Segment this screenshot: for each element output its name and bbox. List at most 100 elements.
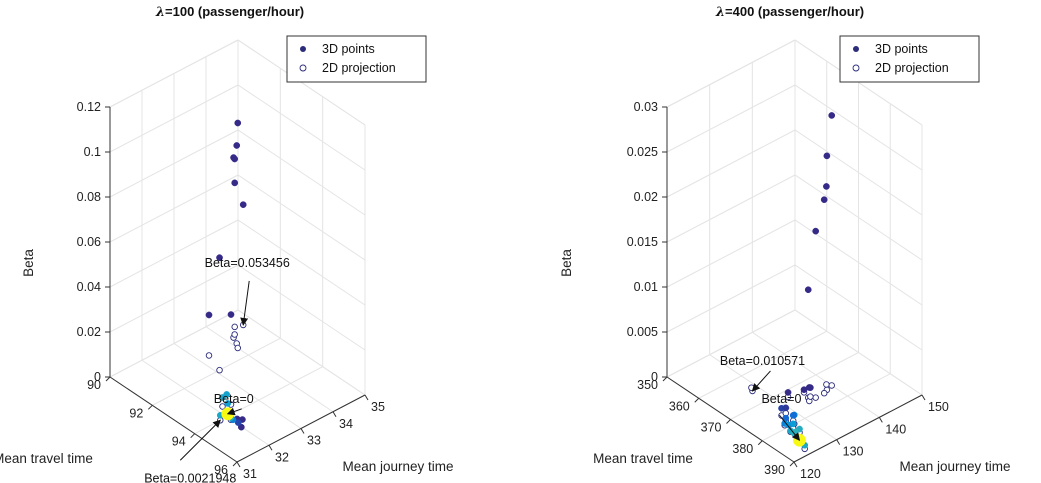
legend-label-3d: 3D points [875, 42, 928, 56]
chart-panel-lambda-100: 31 32 33 34 35 90 92 94 96 0 0.02 0.04 0.06 0.08 0.1 0.… [0, 4, 454, 483]
y-tick-label: 370 [701, 421, 722, 435]
projection-point [828, 382, 835, 389]
data-point [233, 142, 241, 149]
x-tick-label: 150 [928, 400, 949, 414]
data-point [227, 311, 235, 318]
data-point [205, 311, 213, 319]
x-tick-mark [268, 444, 273, 451]
z-tick-label: 0.04 [77, 280, 101, 294]
data-point [237, 423, 245, 431]
data-point [823, 152, 831, 160]
x-tick-label: 32 [275, 450, 289, 464]
legend-marker-2d [852, 64, 860, 72]
annotation-label: Beta=0 [214, 392, 254, 406]
grid-lines [666, 39, 923, 463]
x-tick-label: 140 [885, 422, 906, 436]
pane-border [109, 39, 239, 108]
y-tick-mark [232, 461, 238, 467]
y-tick-mark [662, 376, 668, 382]
annotations: Beta=0 Beta=0.010571 [720, 354, 805, 441]
z-tick-label: 0.02 [77, 325, 101, 339]
data-point [820, 196, 828, 204]
annotation-arrow [226, 407, 242, 416]
x-axis-label: Mean journey time [899, 459, 1010, 474]
y-tick-label: 390 [764, 463, 785, 477]
series-3d-points [778, 112, 836, 449]
data-point [828, 112, 836, 119]
data-point [216, 254, 223, 262]
x-axis-label: Mean journey time [342, 459, 453, 474]
gridline-y-floor [698, 330, 827, 399]
z-tick-label: 0.01 [634, 280, 658, 294]
data-point [789, 412, 797, 419]
x-tick-label: 34 [339, 417, 353, 431]
x-axis-line [793, 394, 923, 463]
gridline-x-floor [205, 326, 334, 413]
y-tick-mark [789, 461, 795, 467]
gridline-z-wall [666, 309, 923, 396]
annotation-label: Beta=0.053456 [205, 256, 290, 270]
y-tick-mark [726, 419, 731, 424]
tick-labels: 31 32 33 34 35 90 92 94 96 0 0.02 0.04 0.06 0.08 0.1 0.… [77, 100, 385, 481]
z-tick-label: 0 [94, 370, 101, 384]
legend-box [839, 35, 980, 83]
projection-point [216, 366, 223, 374]
annotation-arrow [179, 419, 221, 461]
y-tick-label: 360 [669, 399, 690, 413]
x-tick-label: 120 [800, 467, 821, 481]
annotation-label: Beta=0 [761, 392, 801, 406]
legend-label-2d: 2D projection [875, 61, 949, 75]
y-tick-mark [147, 404, 153, 410]
z-tick-label: 0.06 [77, 235, 101, 249]
legend: 3D points 2D projection [286, 35, 427, 83]
x-tick-mark [332, 411, 337, 418]
x-tick-mark [236, 461, 241, 468]
data-point [784, 389, 792, 396]
x-tick-mark [921, 394, 926, 401]
y-axis-label: Mean travel time [593, 451, 693, 466]
series-3d-points [205, 119, 247, 431]
data-point [231, 179, 239, 187]
projection-point [823, 381, 830, 388]
z-tick-label: 0.005 [627, 325, 658, 339]
annotation-label: Beta=0.0021948 [144, 471, 236, 483]
z-tick-label: 0.025 [627, 145, 658, 159]
x-tick-mark [836, 439, 841, 445]
annotation-arrow [779, 414, 801, 441]
y-tick-mark [757, 440, 763, 446]
data-point [823, 183, 830, 190]
data-point [231, 155, 238, 163]
data-point [224, 400, 232, 407]
z-tick-label: 0.08 [77, 190, 101, 204]
data-point [782, 404, 790, 412]
projection-point [205, 352, 213, 359]
legend-label-3d: 3D points [322, 42, 375, 56]
chart-title: λ=100 (passenger/hour) [155, 4, 304, 20]
gridline-y-floor [730, 352, 859, 420]
data-point [804, 286, 812, 294]
z-tick-label: 0.02 [634, 190, 658, 204]
x-tick-label: 130 [843, 445, 864, 459]
annotation-arrow [751, 370, 771, 392]
x-tick-label: 33 [307, 434, 321, 448]
annotation-label: Beta=0.010571 [720, 354, 805, 368]
z-axis-label: Beta [21, 249, 36, 277]
data-point [239, 201, 247, 209]
data-point [800, 386, 808, 394]
gridline-x-floor [141, 359, 270, 446]
projection-point [820, 389, 828, 397]
chart-panel-lambda-400: 120 130 140 150 350 360 370 380 390 0 0.005 0.01 0.0… [559, 4, 1011, 481]
x-tick-mark [364, 394, 369, 401]
x-tick-label: 31 [243, 467, 257, 481]
data-point [234, 419, 242, 426]
projection-point [807, 393, 814, 400]
projection-point [234, 344, 241, 352]
y-tick-label: 92 [129, 406, 143, 420]
y-tick-label: 380 [732, 442, 753, 456]
x-tick-mark [793, 461, 798, 468]
pane-border [666, 39, 796, 108]
grid-lines [109, 39, 366, 463]
x-tick-mark [878, 417, 883, 423]
data-point [223, 391, 231, 398]
